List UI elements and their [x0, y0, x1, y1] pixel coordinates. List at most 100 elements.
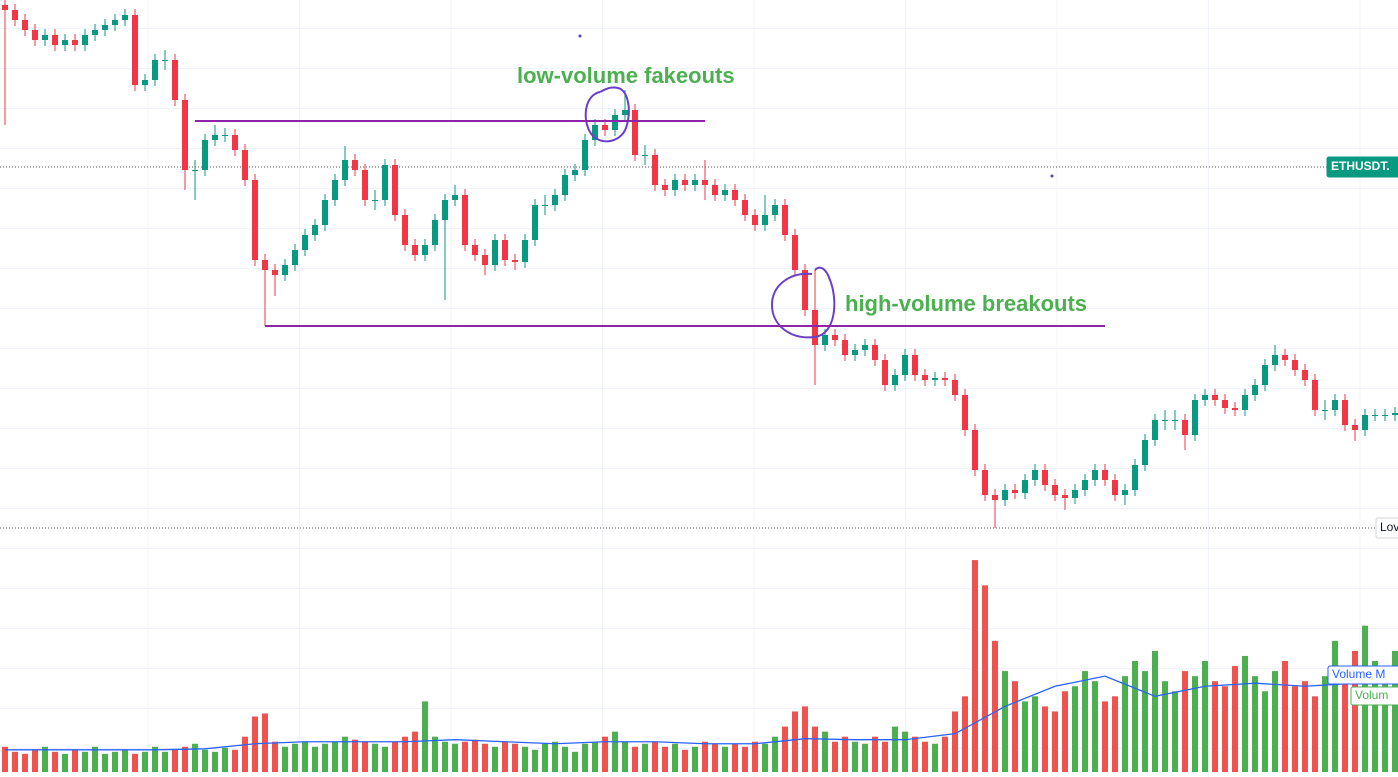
volume-bar [942, 736, 948, 772]
candle-body [232, 135, 238, 150]
volume-bar [1142, 671, 1148, 772]
candle-body [332, 180, 338, 200]
volume-bar [612, 731, 618, 772]
volume-bar [192, 743, 198, 772]
candle-body [942, 378, 948, 380]
volume-bar [372, 743, 378, 772]
candle-body [1052, 485, 1058, 495]
volume-bar [292, 743, 298, 772]
candle-body [1142, 440, 1148, 465]
volume-bar [1052, 711, 1058, 772]
volume-bar [762, 743, 768, 772]
volume-bar [1382, 676, 1388, 772]
volume-bar [632, 746, 638, 772]
volume-bar [772, 736, 778, 772]
candle-body [602, 125, 608, 130]
candle-body [822, 335, 828, 345]
volume-bar [42, 746, 48, 772]
candle-body [1362, 415, 1368, 430]
candle-body [162, 60, 168, 61]
candle-body [1162, 420, 1168, 421]
volume-bar [712, 743, 718, 772]
volume-bar [452, 743, 458, 772]
volume-bar [932, 743, 938, 772]
volume-bar [202, 749, 208, 772]
candle-body [482, 255, 488, 265]
volume-bar [722, 746, 728, 772]
volume-bar [792, 711, 798, 772]
candle-body [752, 215, 758, 225]
candle-body [572, 170, 578, 175]
candle-body [102, 25, 108, 30]
volume-bar [122, 749, 128, 772]
candle-body [662, 185, 668, 190]
candle-body [1272, 355, 1278, 365]
volume-bar [702, 741, 708, 772]
volume-bar [472, 739, 478, 772]
volume-bar [382, 746, 388, 772]
candle-body [272, 270, 278, 275]
candle-body [42, 35, 48, 40]
candle-body [712, 185, 718, 195]
volume-bar [892, 726, 898, 772]
candle-body [82, 35, 88, 45]
volume-bar [1222, 686, 1228, 772]
candle-body [412, 245, 418, 255]
candle-body [1032, 470, 1038, 480]
candle-body [1212, 395, 1218, 400]
volume-bar [1112, 696, 1118, 772]
candle-body [852, 350, 858, 355]
volume-bar [412, 731, 418, 772]
candle-body [112, 20, 118, 25]
candle-body [122, 15, 128, 20]
candle-body [192, 170, 198, 171]
candle-body [592, 125, 598, 140]
candle-body [1132, 465, 1138, 490]
volume-bar [1372, 661, 1378, 772]
volume-bar [62, 753, 68, 772]
volume-bar [362, 741, 368, 772]
candle-body [1342, 400, 1348, 425]
candle-body [892, 375, 898, 385]
candle-body [1182, 420, 1188, 435]
volume-bar [502, 741, 508, 772]
candle-body [1172, 420, 1178, 421]
candle-body [552, 195, 558, 205]
dot [578, 34, 582, 38]
volume-bar [1092, 681, 1098, 772]
candle-body [1232, 408, 1238, 410]
candle-body [312, 225, 318, 235]
volume-bar [1332, 640, 1338, 772]
price-tag [1326, 156, 1398, 178]
candle-body [242, 150, 248, 180]
volume-pane [2, 560, 1398, 772]
volume-bar [1162, 681, 1168, 772]
candle-body [292, 250, 298, 265]
candle-body [142, 80, 148, 85]
volume-bar [682, 749, 688, 772]
volume-bar [172, 749, 178, 772]
candle-body [1062, 495, 1068, 498]
candle-body [262, 260, 268, 270]
candle-body [62, 40, 68, 45]
volume-bar [1312, 696, 1318, 772]
volume-bar [102, 753, 108, 772]
volume-bar [1212, 681, 1218, 772]
volume-bar [1252, 676, 1258, 772]
candle-body [1202, 395, 1208, 400]
candle-body [1092, 470, 1098, 480]
candle-body [652, 155, 658, 185]
volume-bar [532, 749, 538, 772]
candle-body [702, 180, 708, 185]
volume-bar [162, 751, 168, 772]
volume-bar [852, 741, 858, 772]
candle-body [382, 165, 388, 200]
volume-bar [662, 746, 668, 772]
volume-bar [1182, 671, 1188, 772]
volume-bar [822, 731, 828, 772]
candle-body [322, 200, 328, 225]
candle-body [352, 160, 358, 170]
volume-bar [962, 696, 968, 772]
circle-annotation [584, 86, 630, 143]
